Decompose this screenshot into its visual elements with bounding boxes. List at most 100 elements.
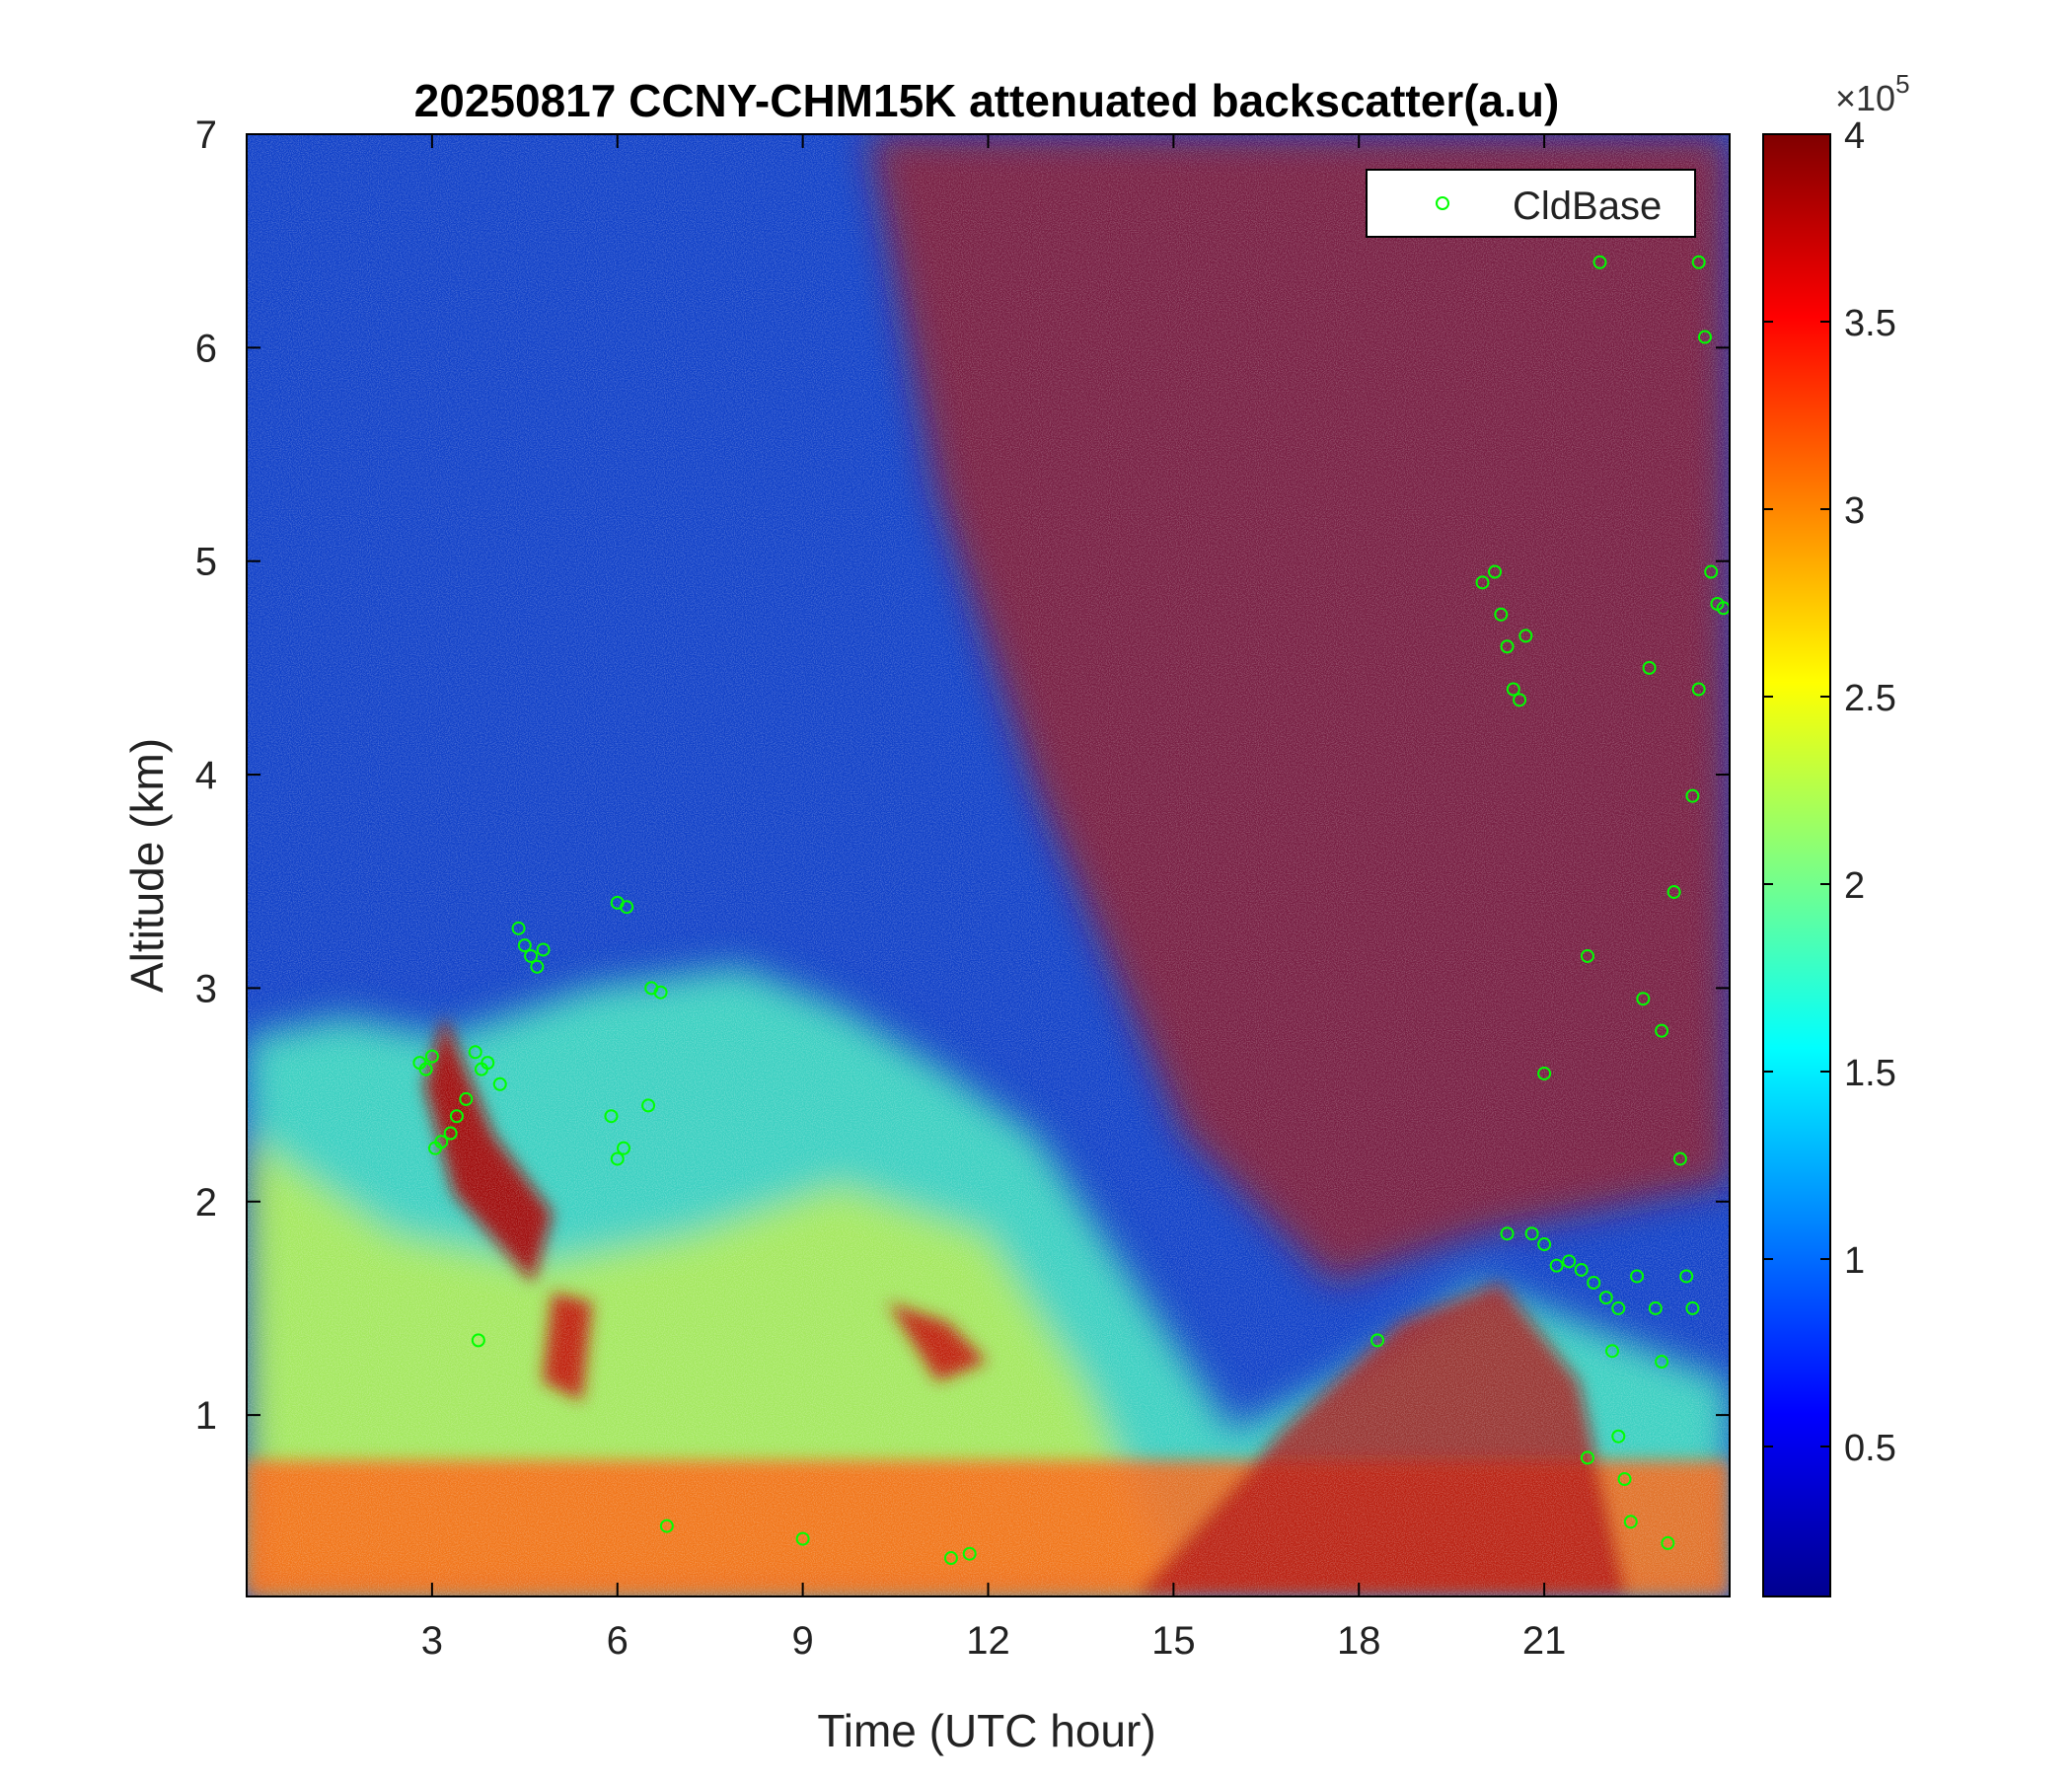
- x-tick-label: 9: [792, 1619, 814, 1663]
- cloud-base-point: [443, 1126, 458, 1141]
- cloud-base-point: [468, 1045, 482, 1060]
- cloud-base-point: [424, 1049, 439, 1064]
- cloud-base-point: [517, 938, 532, 953]
- x-axis-label: Time (UTC hour): [817, 1705, 1155, 1756]
- cloud-base-point: [1580, 948, 1594, 963]
- cloud-base-point: [1691, 682, 1706, 697]
- x-tick-label: 12: [966, 1619, 1010, 1663]
- colorbar-tick-label: 3: [1844, 490, 1865, 532]
- cloud-base-point: [795, 1531, 810, 1546]
- chart-title: 20250817 CCNY-CHM15K attenuated backscat…: [414, 75, 1560, 126]
- cloud-base-point: [641, 1098, 656, 1113]
- cloud-base-point: [1537, 1066, 1552, 1080]
- cloud-base-point: [1500, 639, 1515, 654]
- cloud-base-point: [459, 1091, 474, 1106]
- cloud-base-point: [1672, 1151, 1687, 1166]
- cloud-base-point: [1574, 1262, 1589, 1277]
- legend-marker-icon: [1436, 196, 1449, 210]
- cloud-base-point: [604, 1109, 619, 1124]
- cloud-base-point: [610, 1151, 625, 1166]
- cloud-base-point: [1370, 1333, 1385, 1348]
- cloud-base-point: [1592, 255, 1607, 269]
- cloud-base-point: [943, 1551, 958, 1566]
- cloud-base-point: [1494, 607, 1509, 622]
- cloud-base-point: [1518, 629, 1533, 643]
- cloud-base-points: [412, 255, 1730, 1613]
- cloud-base-point: [1537, 1237, 1552, 1252]
- cloud-base-point: [1617, 1472, 1632, 1487]
- cloud-base-point: [1697, 330, 1712, 344]
- y-tick-label: 6: [195, 327, 217, 370]
- cloud-base-point: [1685, 1300, 1700, 1315]
- cloud-base-point: [1598, 1291, 1613, 1305]
- cloud-base-point: [1704, 564, 1719, 579]
- cloud-base-point: [1513, 693, 1527, 707]
- cloud-base-point: [1636, 992, 1651, 1006]
- legend-box: [1366, 169, 1696, 238]
- cloud-base-point: [511, 921, 526, 935]
- cloud-base-point: [1524, 1226, 1539, 1241]
- x-tick-label: 6: [607, 1619, 629, 1663]
- cloud-base-point: [1679, 1269, 1694, 1284]
- cloud-base-point: [659, 1519, 674, 1533]
- cloud-base-point: [1475, 575, 1490, 590]
- cloud-base-point: [1562, 1254, 1577, 1269]
- legend-entry-cldbase: CldBase: [1513, 185, 1662, 228]
- colorbar-tick-label: 0.5: [1844, 1428, 1896, 1469]
- cloud-base-point: [1655, 1355, 1669, 1370]
- legend: CldBase: [1366, 169, 1696, 238]
- y-axis-label: Altitude (km): [121, 738, 173, 993]
- plot-area: [247, 134, 1730, 1596]
- colorbar: 0.5 1 1.5 2 2.5 3 3.5 4 ×105: [1762, 69, 1910, 1597]
- cloud-base-point: [1630, 1269, 1645, 1284]
- y-tick-label: 4: [195, 754, 217, 797]
- cloud-base-point: [1549, 1258, 1564, 1273]
- cloud-base-point: [1655, 1023, 1669, 1038]
- x-tick-label: 15: [1151, 1619, 1196, 1663]
- cloud-base-point: [1666, 885, 1681, 900]
- cloud-base-point: [1488, 564, 1503, 579]
- cloud-base-point: [471, 1333, 485, 1348]
- cloud-base-point: [1619, 1601, 1631, 1613]
- colorbar-tick-label: 1.5: [1844, 1053, 1896, 1094]
- cloud-base-point: [1648, 1300, 1663, 1315]
- y-tick-label: 5: [195, 541, 217, 584]
- x-tick-label: 21: [1522, 1619, 1567, 1663]
- colorbar-tick-label: 4: [1844, 115, 1865, 157]
- noise-speckle: [247, 134, 1730, 1596]
- cloud-base-point: [434, 1135, 449, 1150]
- x-tick-label: 18: [1337, 1619, 1381, 1663]
- cloud-base-point: [1611, 1429, 1626, 1444]
- x-tick-label: 3: [421, 1619, 443, 1663]
- cloud-base-point: [1611, 1300, 1626, 1315]
- cloud-base-point: [449, 1109, 464, 1124]
- cloud-base-point: [1605, 1344, 1620, 1359]
- cloud-base-point: [1500, 1226, 1515, 1241]
- cloud-base-point: [653, 985, 668, 1000]
- colorbar-tick-label: 2: [1844, 865, 1865, 907]
- cloud-base-point: [962, 1546, 977, 1561]
- x-axis: 3 6 9 12 15 18 21: [421, 134, 1567, 1663]
- cloud-base-point: [536, 942, 551, 957]
- cloud-base-point: [530, 959, 545, 974]
- cloud-base-point: [1587, 1275, 1601, 1290]
- cloud-base-point: [1623, 1515, 1638, 1529]
- colorbar-ticks: 0.5 1 1.5 2 2.5 3 3.5 4: [1763, 115, 1896, 1469]
- cloud-base-point: [1691, 255, 1706, 269]
- cloud-base-point: [620, 900, 634, 915]
- y-axis: 1 2 3 4 5 6 7: [195, 113, 1730, 1438]
- cloud-base-point: [418, 1062, 433, 1076]
- cloud-base-point: [1580, 1450, 1594, 1465]
- colorbar-multiplier-exponent: 5: [1895, 69, 1909, 99]
- cloud-base-point: [1661, 1535, 1675, 1550]
- y-tick-label: 1: [195, 1394, 217, 1438]
- y-tick-label: 2: [195, 1181, 217, 1224]
- cloud-base-point: [481, 1056, 495, 1071]
- colorbar-tick-label: 2.5: [1844, 678, 1896, 719]
- y-tick-label: 7: [195, 113, 217, 157]
- cloud-base-point: [1685, 788, 1700, 803]
- cloud-base-point: [617, 1141, 631, 1155]
- colorbar-multiplier-base: ×10: [1835, 78, 1895, 118]
- cloud-base-point: [1506, 682, 1520, 697]
